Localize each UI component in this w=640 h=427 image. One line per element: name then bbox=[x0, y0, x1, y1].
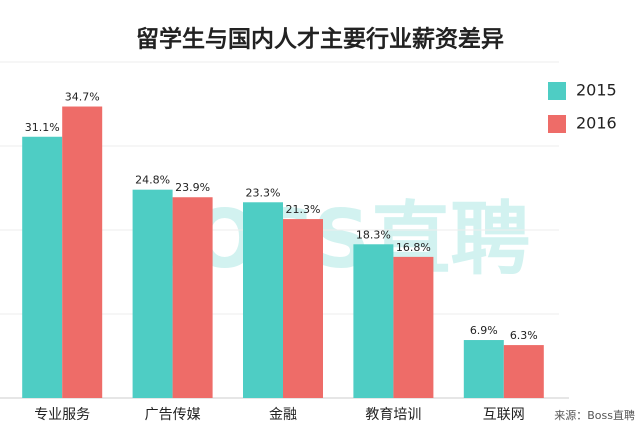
source: 来源：Boss直聘 bbox=[554, 408, 635, 422]
data-label: 31.1% bbox=[25, 121, 60, 134]
bar bbox=[283, 219, 323, 398]
x-tick-label: 专业服务 bbox=[34, 407, 90, 423]
legend-label: 2016 bbox=[576, 114, 617, 133]
data-label: 16.8% bbox=[396, 241, 431, 254]
data-label: 18.3% bbox=[356, 228, 391, 241]
chart-title: 留学生与国内人才主要行业薪资差异 bbox=[136, 26, 504, 53]
data-label: 6.3% bbox=[510, 329, 538, 342]
legend-label: 2015 bbox=[576, 81, 617, 100]
legend-swatch bbox=[548, 82, 566, 100]
x-tick-label: 广告传媒 bbox=[145, 407, 201, 423]
bar bbox=[172, 197, 213, 398]
data-label: 24.8% bbox=[135, 174, 170, 187]
bar bbox=[62, 106, 103, 399]
data-label: 21.3% bbox=[286, 203, 321, 216]
data-label: 6.9% bbox=[470, 324, 498, 337]
bar bbox=[132, 189, 173, 398]
bar bbox=[243, 202, 283, 398]
bar bbox=[463, 340, 504, 398]
x-tick-label: 教育培训 bbox=[365, 407, 421, 423]
x-tick-label: 互联网 bbox=[483, 407, 525, 423]
bar bbox=[393, 256, 434, 398]
bar bbox=[22, 136, 63, 398]
data-label: 34.7% bbox=[65, 91, 100, 104]
legend-swatch bbox=[548, 115, 566, 133]
bar bbox=[353, 244, 394, 398]
data-label: 23.9% bbox=[175, 181, 210, 194]
x-tick-label: 金融 bbox=[269, 407, 297, 423]
data-label: 23.3% bbox=[246, 186, 281, 199]
bar bbox=[503, 345, 544, 398]
